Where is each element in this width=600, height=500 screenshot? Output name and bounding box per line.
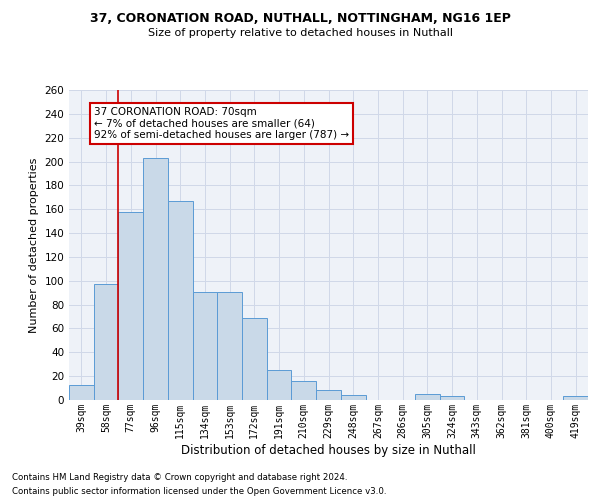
- Bar: [118, 212, 143, 400]
- Bar: [415, 394, 440, 400]
- Bar: [563, 396, 588, 400]
- Bar: [69, 384, 94, 400]
- Bar: [94, 284, 118, 400]
- Bar: [193, 292, 217, 400]
- Bar: [440, 396, 464, 400]
- Text: 37, CORONATION ROAD, NUTHALL, NOTTINGHAM, NG16 1EP: 37, CORONATION ROAD, NUTHALL, NOTTINGHAM…: [89, 12, 511, 26]
- Bar: [143, 158, 168, 400]
- Bar: [341, 395, 365, 400]
- Text: 37 CORONATION ROAD: 70sqm
← 7% of detached houses are smaller (64)
92% of semi-d: 37 CORONATION ROAD: 70sqm ← 7% of detach…: [94, 106, 349, 140]
- Bar: [267, 370, 292, 400]
- Text: Contains public sector information licensed under the Open Government Licence v3: Contains public sector information licen…: [12, 488, 386, 496]
- Y-axis label: Number of detached properties: Number of detached properties: [29, 158, 39, 332]
- Bar: [168, 201, 193, 400]
- Bar: [242, 318, 267, 400]
- Text: Size of property relative to detached houses in Nuthall: Size of property relative to detached ho…: [148, 28, 452, 38]
- Bar: [292, 381, 316, 400]
- Text: Contains HM Land Registry data © Crown copyright and database right 2024.: Contains HM Land Registry data © Crown c…: [12, 472, 347, 482]
- Bar: [217, 292, 242, 400]
- Bar: [316, 390, 341, 400]
- X-axis label: Distribution of detached houses by size in Nuthall: Distribution of detached houses by size …: [181, 444, 476, 456]
